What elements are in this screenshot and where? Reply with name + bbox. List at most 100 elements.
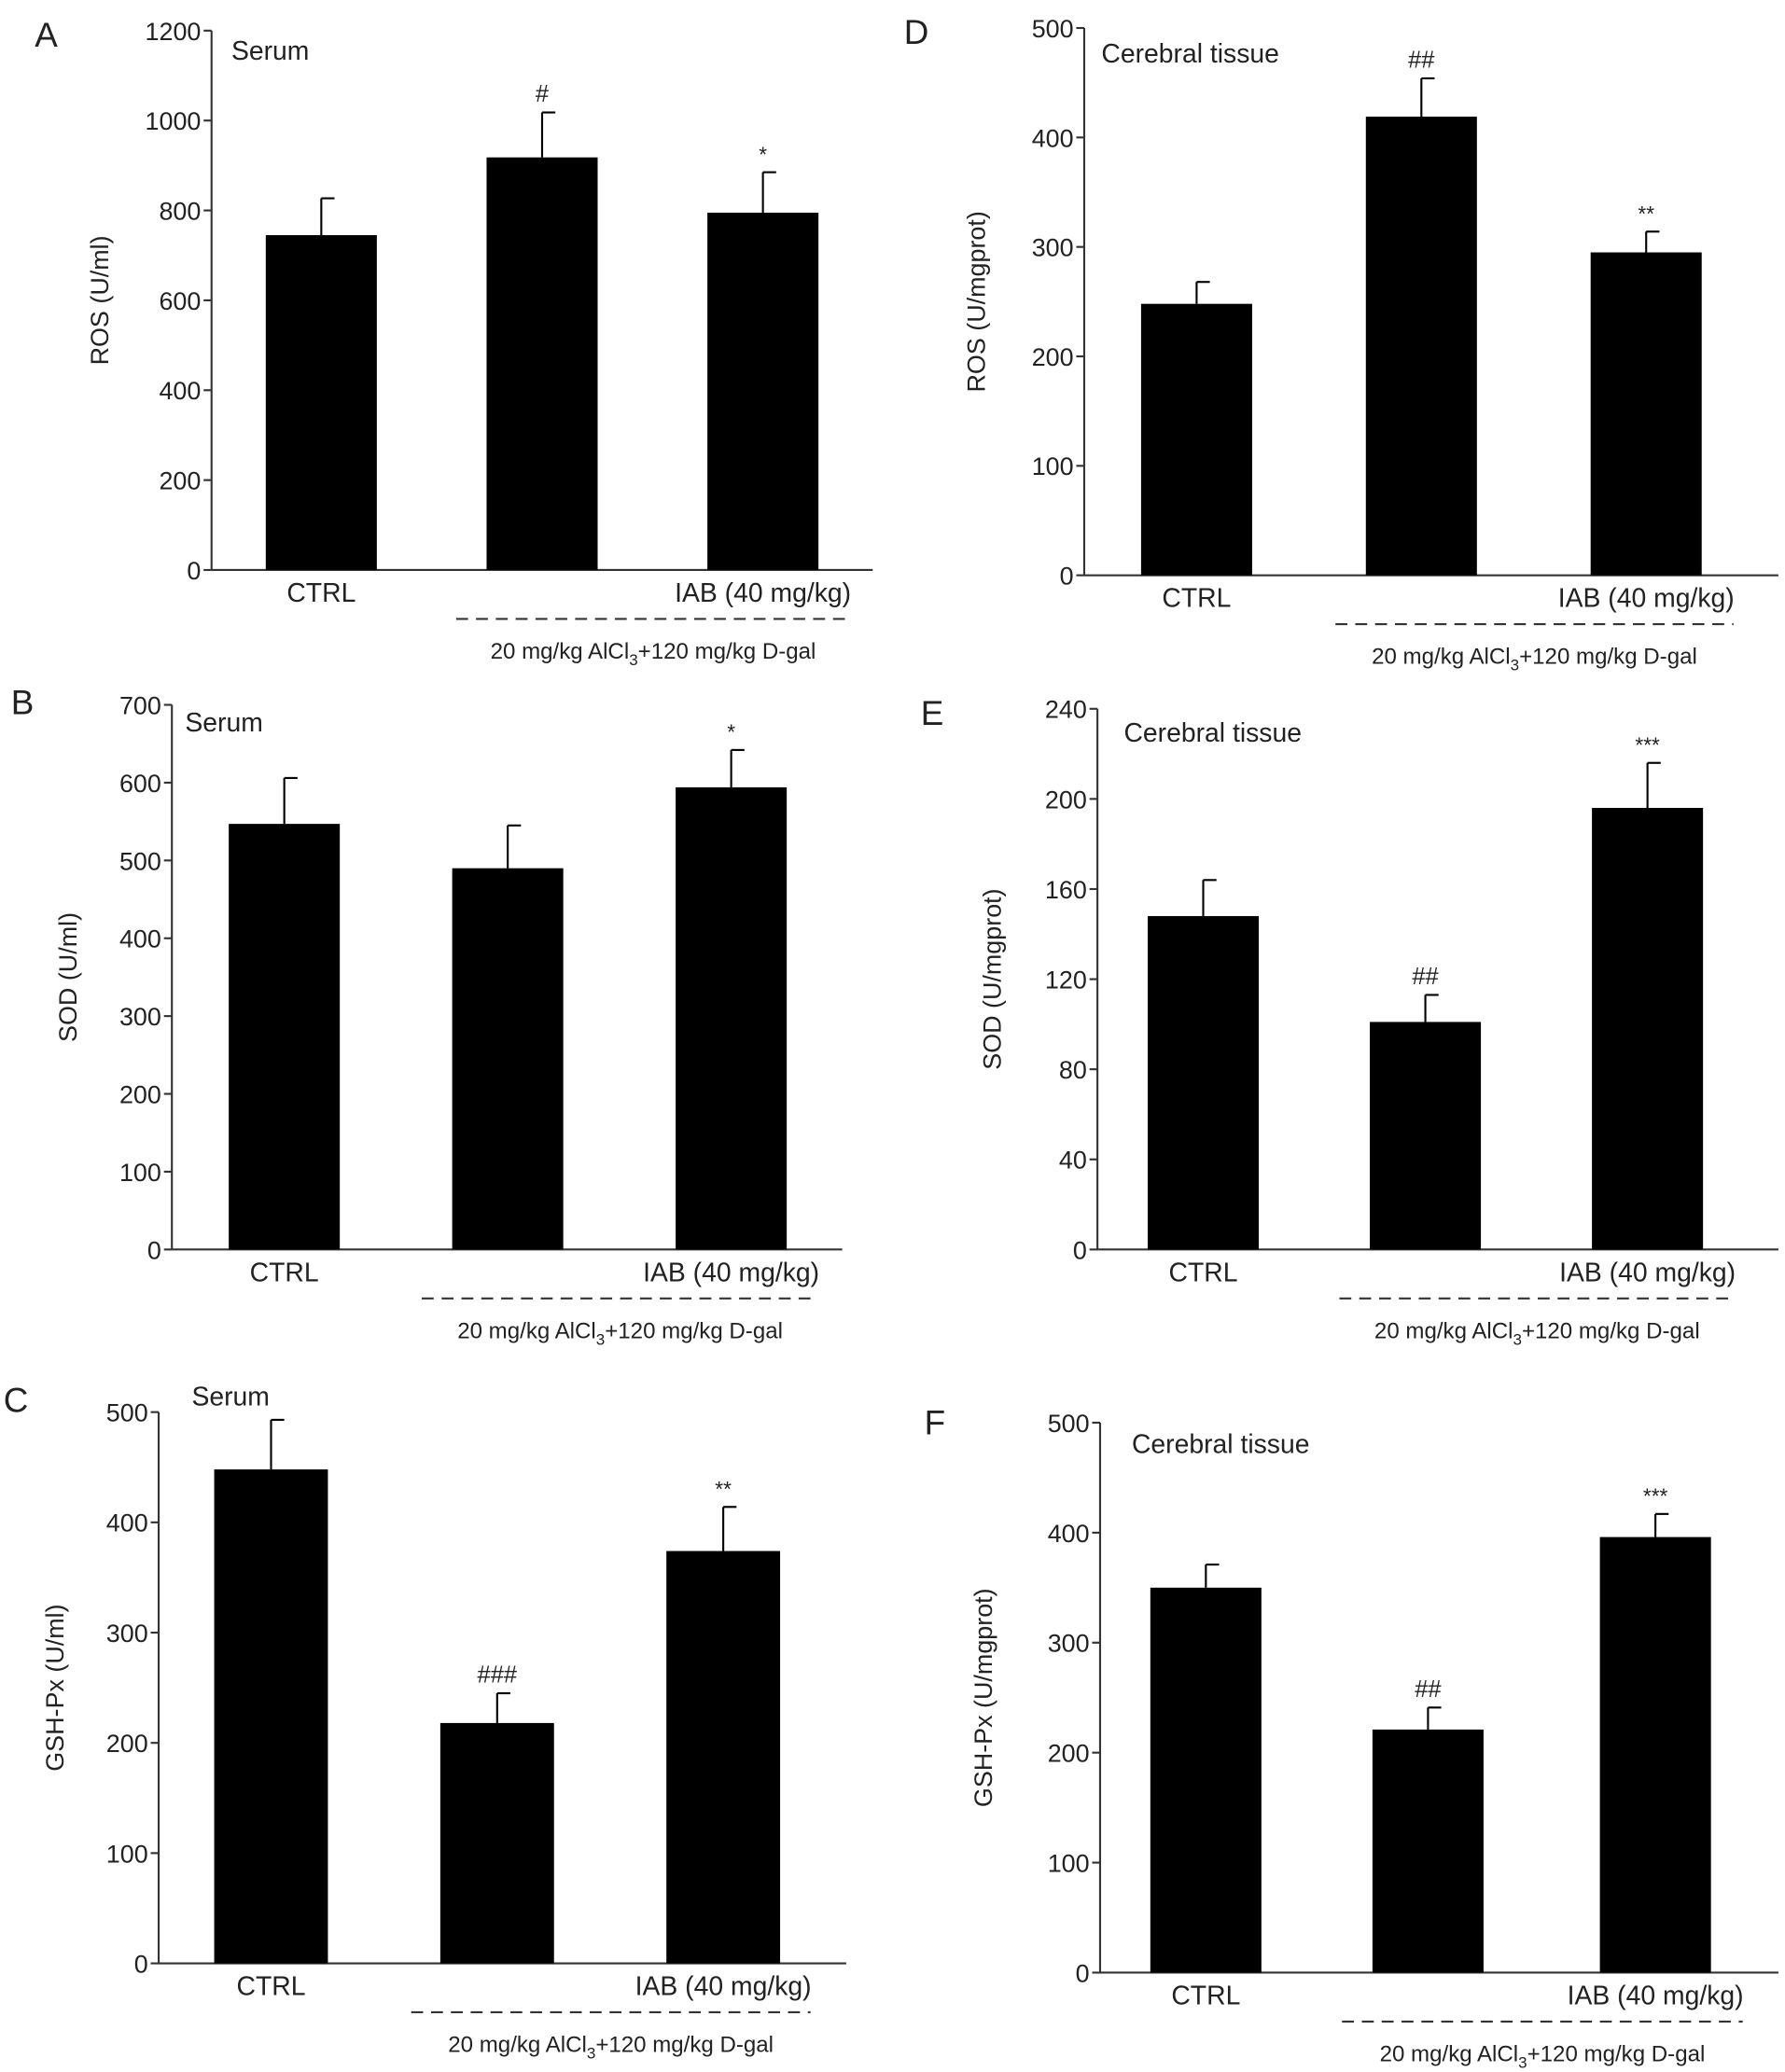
group-label: 20 mg/kg AlCl3+120 mg/kg D-gal [1372, 645, 1697, 674]
y-tick-label: 600 [159, 287, 201, 315]
group-label: 20 mg/kg AlCl3+120 mg/kg D-gal [457, 1318, 783, 1348]
panel-b: B Serum SOD (U/ml) 0 100 200 300 400 500 600 700 CT… [11, 683, 843, 1348]
y-tick-label: 200 [159, 467, 201, 495]
significance-marker: ** [1638, 202, 1654, 226]
panel-letter: F [925, 1404, 946, 1442]
bar [1147, 915, 1260, 1250]
x-tick-label: CTRL [286, 578, 356, 608]
y-axis-label: ROS (U/mgprot) [963, 211, 991, 392]
x-tick-label: IAB (40 mg/kg) [643, 1258, 819, 1287]
bar [1370, 1022, 1482, 1250]
y-axis-label: ROS (U/ml) [86, 235, 114, 365]
bar [439, 1722, 554, 1964]
panel-letter: A [35, 16, 58, 54]
y-tick-label: 800 [159, 197, 201, 225]
y-tick-label: 400 [1048, 1520, 1090, 1548]
significance-marker: ## [1415, 1676, 1442, 1703]
y-tick-label: 200 [1032, 343, 1074, 371]
y-axis-label: SOD (U/ml) [54, 912, 82, 1042]
y-tick-label: 400 [106, 1509, 148, 1537]
y-tick-label: 400 [159, 377, 201, 405]
y-tick-label: 300 [1048, 1630, 1090, 1658]
y-tick-label: 0 [1076, 1959, 1090, 1987]
bar [707, 212, 819, 570]
y-axis-label: GSH-Px (U/ml) [41, 1604, 69, 1771]
y-tick-label: 0 [1060, 563, 1074, 591]
y-tick-label: 300 [119, 1003, 161, 1031]
y-tick-label: 160 [1045, 876, 1087, 904]
y-tick-label: 500 [1032, 15, 1074, 43]
x-tick-label: IAB (40 mg/kg) [1559, 1258, 1736, 1287]
bar [486, 157, 598, 570]
y-tick-label: 500 [119, 847, 161, 875]
group-label: 20 mg/kg AlCl3+120 mg/kg D-gal [1374, 1318, 1700, 1348]
y-tick-label: 100 [119, 1159, 161, 1187]
y-tick-label: 100 [1048, 1849, 1090, 1877]
panel-title: Serum [231, 36, 309, 66]
group-label: 20 mg/kg AlCl3+120 mg/kg D-gal [491, 639, 816, 669]
y-tick-label: 40 [1059, 1147, 1087, 1175]
significance-marker: ### [478, 1662, 518, 1689]
y-tick-label: 500 [1048, 1410, 1090, 1438]
y-tick-label: 700 [119, 691, 161, 719]
y-tick-label: 600 [119, 770, 161, 798]
y-tick-label: 300 [106, 1620, 148, 1648]
panel-title: Serum [185, 708, 262, 738]
significance-marker: # [536, 81, 550, 107]
significance-marker: * [727, 720, 735, 744]
x-tick-label: CTRL [1169, 1258, 1238, 1287]
bar [214, 1469, 328, 1964]
panel-title: Cerebral tissue [1101, 39, 1279, 69]
panel-title: Cerebral tissue [1132, 1430, 1310, 1460]
panel-letter: C [4, 1382, 29, 1420]
x-tick-label: CTRL [1162, 584, 1231, 614]
x-tick-label: IAB (40 mg/kg) [675, 578, 851, 608]
x-tick-label: CTRL [1171, 1981, 1240, 2010]
y-tick-label: 0 [187, 557, 201, 585]
y-tick-label: 100 [106, 1840, 148, 1868]
y-tick-label: 500 [106, 1399, 148, 1427]
significance-marker: ## [1412, 964, 1439, 990]
y-tick-label: 1000 [146, 107, 202, 135]
group-label: 20 mg/kg AlCl3+120 mg/kg D-gal [1380, 2041, 1706, 2071]
x-tick-label: IAB (40 mg/kg) [1558, 584, 1735, 614]
x-tick-label: IAB (40 mg/kg) [1568, 1981, 1744, 2010]
panel-e: E Cerebral tissue SOD (U/mgprot) 0 40 80 120 16… [921, 694, 1778, 1348]
bar [1599, 1537, 1711, 1973]
panel-title: Serum [191, 1383, 269, 1412]
bar [1365, 117, 1477, 576]
y-axis-label: GSH-Px (U/mgprot) [969, 1588, 997, 1807]
y-axis-label: SOD (U/mgprot) [979, 888, 1007, 1069]
y-tick-label: 80 [1059, 1056, 1087, 1084]
y-tick-label: 200 [119, 1080, 161, 1108]
significance-marker: * [759, 142, 767, 166]
y-tick-label: 120 [1045, 966, 1087, 994]
panel-a: A Serum ROS (U/ml) 0 200 400 600 800 1000 1200 CTR… [35, 16, 873, 669]
bar [1592, 808, 1704, 1250]
y-tick-label: 240 [1045, 696, 1087, 724]
y-tick-label: 300 [1032, 234, 1074, 262]
panel-c: C Serum GSH-Px (U/ml) 0 100 200 300 400 500 CTRL #… [4, 1382, 846, 2063]
y-tick-label: 400 [1032, 124, 1074, 152]
y-tick-label: 100 [1032, 452, 1074, 480]
y-tick-label: 400 [119, 925, 161, 953]
panel-title: Cerebral tissue [1123, 718, 1302, 748]
y-tick-label: 1200 [146, 18, 202, 46]
bar [1140, 303, 1252, 576]
significance-marker: *** [1643, 1484, 1668, 1509]
bar [265, 235, 377, 570]
significance-marker: ## [1408, 48, 1435, 74]
bar [1590, 252, 1702, 576]
panel-letter: B [11, 683, 35, 721]
y-tick-label: 0 [1073, 1236, 1087, 1264]
significance-marker: ** [715, 1477, 732, 1501]
group-label: 20 mg/kg AlCl3+120 mg/kg D-gal [448, 2032, 774, 2062]
y-tick-label: 0 [134, 1950, 148, 1978]
x-tick-label: CTRL [237, 1972, 306, 2002]
bar [1150, 1587, 1262, 1973]
bar [452, 868, 564, 1250]
y-tick-label: 200 [106, 1730, 148, 1758]
x-tick-label: CTRL [250, 1258, 319, 1287]
panel-d: D Cerebral tissue ROS (U/mgprot) 0 100 200 300… [904, 13, 1778, 674]
